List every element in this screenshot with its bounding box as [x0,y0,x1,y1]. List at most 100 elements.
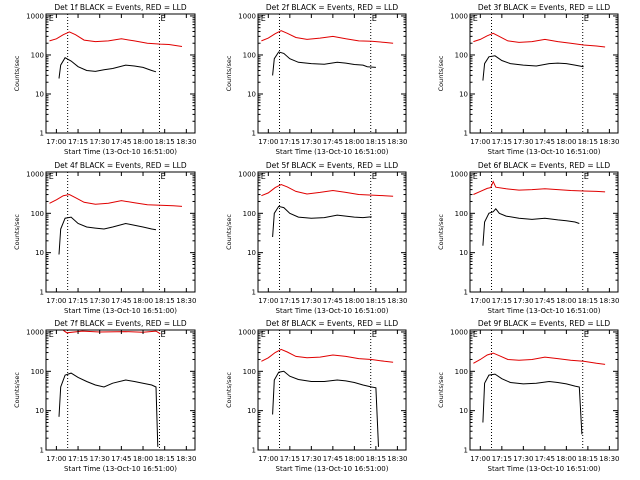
x-tick-label: 18:00 [344,455,364,463]
x-tick-label: 17:15 [280,297,300,305]
x-tick-label: 17:15 [492,138,512,146]
x-tick-label: 17:45 [323,297,343,305]
x-tick-label: 18:15 [155,455,175,463]
x-tick-label: 17:45 [111,455,131,463]
series-events-line [482,373,583,435]
x-tick-label: 17:00 [46,138,66,146]
event-marker: E [160,330,165,339]
plot-frame [45,171,196,293]
y-tick-label: 10 [459,249,468,257]
y-tick-label: 100 [243,51,256,59]
series-lld-line [261,348,394,363]
y-tick-label: 1 [40,130,44,138]
y-axis-label: Counts/sec [13,55,21,91]
y-tick-label: 100 [455,51,468,59]
y-tick-label: 1 [252,289,256,297]
y-axis-label: Counts/sec [13,214,21,250]
x-tick-label: 17:45 [111,138,131,146]
chart-title: Det 7f BLACK = Events, RED = LLD [54,319,187,328]
y-tick-label: 10 [247,249,256,257]
x-tick-label: 17:30 [301,297,321,305]
event-marker: E [473,14,478,23]
x-tick-label: 18:00 [344,138,364,146]
x-tick-label: 18:00 [133,138,153,146]
chart-title: Det 3f BLACK = Events, RED = LLD [478,3,611,12]
y-tick-label: 10 [35,90,44,98]
event-marker: E [584,14,589,23]
event-marker: E [584,172,589,181]
x-tick-label: 17:00 [46,455,66,463]
chart-title: Det 4f BLACK = Events, RED = LLD [54,161,187,170]
x-tick-label: 18:00 [344,297,364,305]
chart-panel-8: Det 8f BLACK = Events, RED = LLD 17:00 17:… [225,319,407,473]
series-lld-line [473,180,606,195]
series-events-line [58,57,157,79]
event-marker: E [160,14,165,23]
x-axis-label: Start Time (13-Oct-10 16:51:00) [276,465,389,473]
chart-title: Det 6f BLACK = Events, RED = LLD [478,161,611,170]
x-tick-label: 17:00 [46,297,66,305]
y-tick-label: 100 [243,368,256,376]
chart-title: Det 5f BLACK = Events, RED = LLD [266,161,399,170]
event-marker: E [372,172,377,181]
plot-frame [257,171,407,293]
event-marker: E [473,172,478,181]
y-axis-label: Counts/sec [225,372,233,408]
x-tick-label: 17:00 [470,297,490,305]
x-tick-label: 17:30 [301,138,321,146]
x-tick-label: 17:30 [301,455,321,463]
x-tick-label: 18:00 [133,297,153,305]
x-tick-label: 17:45 [535,297,555,305]
x-tick-label: 17:45 [535,455,555,463]
chart-title: Det 9f BLACK = Events, RED = LLD [478,319,611,328]
x-tick-label: 18:15 [366,297,386,305]
series-events-line [58,372,159,447]
y-tick-label: 1000 [26,170,44,178]
y-tick-label: 1 [464,289,468,297]
y-tick-label: 10 [35,249,44,257]
event-marker: E [261,14,266,23]
series-events-line [482,55,584,81]
series-lld-line [261,30,394,44]
y-tick-label: 100 [31,210,44,218]
y-tick-label: 1000 [450,328,468,336]
y-tick-label: 1000 [450,170,468,178]
y-tick-label: 1 [252,447,256,455]
x-tick-label: 17:15 [492,455,512,463]
x-tick-label: 17:45 [535,138,555,146]
x-tick-label: 17:00 [258,455,278,463]
x-tick-label: 18:00 [556,138,576,146]
y-tick-label: 10 [247,90,256,98]
event-marker: E [372,330,377,339]
y-tick-label: 1 [40,289,44,297]
series-lld-line [261,183,394,197]
x-axis-label: Start Time (13-Oct-10 16:51:00) [488,307,601,315]
series-lld-line [49,193,183,207]
event-marker: E [584,330,589,339]
y-tick-label: 1000 [238,12,256,20]
chart-title: Det 2f BLACK = Events, RED = LLD [266,3,399,12]
event-marker: E [49,330,54,339]
x-axis-label: Start Time (13-Oct-10 16:51:00) [276,307,389,315]
y-tick-label: 10 [35,407,44,415]
y-tick-label: 100 [455,210,468,218]
x-tick-label: 18:30 [387,455,407,463]
x-tick-label: 17:30 [513,455,533,463]
x-tick-label: 17:15 [68,297,88,305]
x-tick-label: 18:00 [133,455,153,463]
plot-frame [45,13,196,134]
event-marker: E [49,14,54,23]
plot-frame [469,13,619,134]
event-marker: E [49,172,54,181]
x-tick-label: 17:45 [323,455,343,463]
y-tick-label: 100 [455,368,468,376]
chart-title: Det 8f BLACK = Events, RED = LLD [266,319,399,328]
event-marker: E [473,330,478,339]
x-tick-label: 18:00 [556,297,576,305]
x-tick-label: 18:30 [176,297,196,305]
x-tick-label: 18:15 [155,297,175,305]
event-marker: E [160,172,165,181]
plot-frame [257,13,407,134]
y-tick-label: 1000 [26,328,44,336]
